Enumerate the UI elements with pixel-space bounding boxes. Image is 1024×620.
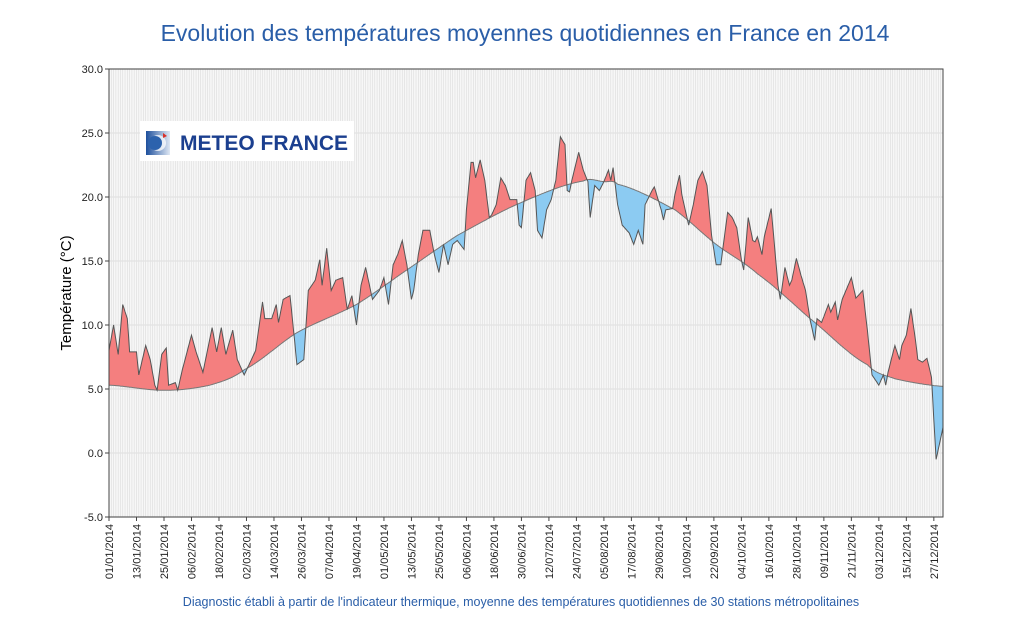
y-tick-label: 20.0	[82, 192, 103, 204]
plot-frame	[108, 68, 944, 518]
x-tick-label: 19/04/2014	[351, 524, 363, 579]
x-tick-label: 25/05/2014	[434, 524, 446, 579]
y-tick-label: 30.0	[82, 64, 103, 76]
logo-text: METEO FRANCE	[180, 132, 348, 155]
x-tick-label: 07/04/2014	[324, 524, 336, 579]
x-tick-label: 13/05/2014	[406, 524, 418, 579]
x-tick-label: 05/08/2014	[599, 524, 611, 579]
x-tick-label: 17/08/2014	[626, 524, 638, 579]
x-tick-label: 30/06/2014	[516, 524, 528, 579]
x-tick-label: 06/02/2014	[186, 524, 198, 579]
x-tick-label: 18/02/2014	[214, 524, 226, 579]
x-tick-label: 27/12/2014	[929, 524, 941, 579]
x-tick-label: 10/09/2014	[681, 524, 693, 579]
x-tick-label: 15/12/2014	[901, 524, 913, 579]
observed-temperature-line	[108, 135, 944, 460]
x-tick-label: 24/07/2014	[571, 524, 583, 579]
x-tick-label: 04/10/2014	[736, 524, 748, 579]
y-tick-label: 10.0	[82, 320, 103, 332]
chart-title: Evolution des températures moyennes quot…	[161, 20, 890, 46]
chart-footnote: Diagnostic établi à partir de l'indicate…	[183, 595, 859, 609]
y-axis: -5.0 0.0 5.0 10.0 15.0 20.0 25.0 30.0	[82, 64, 109, 524]
x-tick-label: 01/01/2014	[104, 524, 116, 579]
x-tick-label: 06/06/2014	[461, 524, 473, 579]
x-tick-label: 25/01/2014	[159, 524, 171, 579]
y-tick-label: 25.0	[82, 128, 103, 140]
y-tick-label: -5.0	[84, 512, 103, 524]
y-tick-label: 15.0	[82, 256, 103, 268]
y-tick-label: 0.0	[88, 448, 103, 460]
x-tick-label: 16/10/2014	[764, 524, 776, 579]
x-tick-label: 13/01/2014	[131, 524, 143, 579]
x-tick-label: 09/11/2014	[819, 524, 831, 578]
y-axis-label: Température (°C)	[58, 235, 75, 350]
x-tick-label: 28/10/2014	[791, 524, 803, 579]
x-tick-label: 01/05/2014	[379, 524, 391, 579]
x-tick-label: 18/06/2014	[489, 524, 501, 579]
x-tick-label: 21/11/2014	[846, 524, 858, 578]
meteo-france-logo: METEO FRANCE	[140, 121, 354, 161]
x-tick-label: 22/09/2014	[709, 524, 721, 579]
x-tick-label: 26/03/2014	[296, 524, 308, 579]
x-tick-label: 02/03/2014	[241, 524, 253, 579]
x-tick-label: 12/07/2014	[544, 524, 556, 579]
x-axis: 01/01/2014 13/01/2014 25/01/2014 06/02/2014…	[104, 517, 941, 579]
x-tick-label: 29/08/2014	[654, 524, 666, 579]
y-tick-label: 5.0	[88, 384, 103, 396]
x-tick-label: 14/03/2014	[269, 524, 281, 579]
x-tick-label: 03/12/2014	[874, 524, 886, 579]
